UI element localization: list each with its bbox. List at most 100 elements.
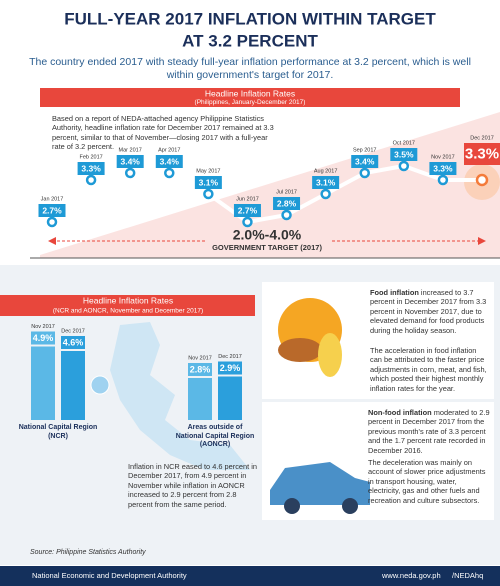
value-label: 3.4% — [355, 156, 375, 166]
value-box — [155, 155, 183, 168]
target-backdrop — [205, 229, 330, 253]
point — [85, 174, 97, 186]
value-label: 3.1% — [199, 177, 219, 187]
value-label: 3.4% — [120, 156, 140, 166]
category-label: Feb 2017 — [79, 154, 102, 160]
chart-title: Headline Inflation Rates — [83, 295, 173, 305]
banner — [0, 295, 255, 316]
ncr-marker — [90, 375, 110, 395]
point — [359, 167, 370, 179]
point — [124, 167, 136, 179]
footer-social: /NEDAhq — [452, 571, 483, 580]
map — [110, 322, 250, 470]
value-box — [233, 204, 261, 217]
category-label: National Capital Region (NCR) — [18, 424, 98, 440]
nonfood-detail: The deceleration was mainly on account o… — [368, 458, 486, 505]
category-label: Apr 2017 — [158, 147, 180, 153]
value-box — [218, 361, 242, 375]
value-label: 3.5% — [394, 149, 414, 159]
series-label: Nov 2017 — [188, 355, 212, 361]
chart-subtitle: (Philippines, January-December 2017) — [195, 99, 306, 106]
target-label: GOVERNMENT TARGET (2017) — [212, 243, 322, 252]
line — [50, 163, 482, 225]
title-line: FULL-YEAR 2017 INFLATION WITHIN TARGET — [64, 9, 436, 28]
point — [320, 188, 331, 200]
footer-website: www.neda.gov.ph — [381, 571, 441, 580]
point — [437, 174, 449, 186]
chart-note: Based on a report of NEDA-attached agenc… — [52, 114, 274, 152]
category-label: Jul 2017 — [276, 189, 297, 195]
point — [203, 188, 214, 200]
value-box — [429, 162, 457, 175]
category-label: Areas outside of National Capital Region… — [175, 424, 255, 448]
point — [475, 173, 489, 187]
category-label: Oct 2017 — [393, 140, 415, 146]
arrow — [48, 237, 56, 245]
food-detail: The acceleration in food inflation can b… — [370, 346, 487, 393]
nonfood-lead: Non-food inflation — [368, 408, 432, 417]
value-box — [390, 148, 418, 161]
value-box — [312, 176, 340, 189]
value-box — [194, 176, 222, 189]
series-label: Dec 2017 — [218, 354, 242, 360]
value-box — [273, 197, 301, 210]
chart-title: Headline Inflation Rates — [205, 88, 295, 98]
series-label: Nov 2017 — [31, 324, 55, 330]
bar — [218, 376, 242, 420]
value-box — [77, 162, 105, 175]
nonfood-body: moderated to 2.9 percent in December 201… — [368, 408, 490, 455]
value-label: 2.9% — [220, 363, 241, 373]
value-box — [464, 143, 500, 165]
value-label: 3.4% — [160, 156, 180, 166]
food-icon — [278, 338, 322, 362]
car-icon — [284, 498, 300, 514]
intro: The country ended 2017 with steady full-… — [29, 56, 471, 81]
value-label: 2.7% — [238, 205, 258, 215]
value-box — [116, 155, 144, 168]
footer-agency: National Economic and Development Author… — [32, 571, 187, 580]
banner — [40, 88, 460, 107]
food-text: Food inflation increased to 3.7 percent … — [370, 288, 490, 335]
category-label: Jan 2017 — [41, 196, 64, 202]
value-box — [61, 336, 85, 349]
point — [164, 167, 175, 179]
food-icon — [318, 333, 342, 377]
category-label: Sep 2017 — [353, 147, 377, 153]
value-label: 3.3% — [433, 163, 453, 173]
value-label: 3.3% — [81, 163, 101, 173]
value-box — [188, 363, 212, 376]
bar — [188, 378, 212, 420]
value-label: 3.3% — [465, 145, 499, 162]
car-icon — [270, 462, 370, 505]
value-label: 3.1% — [316, 177, 336, 187]
chart-subtitle: (NCR and AONCR, November and December 20… — [53, 308, 203, 315]
food-body: increased to 3.7 percent in December 201… — [370, 288, 487, 335]
value-box — [351, 155, 379, 168]
source: Source: Philippine Statistics Authority — [30, 549, 146, 556]
category-label: Aug 2017 — [314, 168, 338, 174]
category-label: Dec 2017 — [470, 135, 494, 141]
category-label: Nov 2017 — [431, 154, 455, 160]
value-box — [38, 204, 66, 217]
point — [242, 216, 253, 228]
point — [398, 160, 410, 172]
point — [281, 209, 292, 221]
nonfood-text: Non-food inflation moderated to 2.9 perc… — [368, 408, 490, 455]
food-lead: Food inflation — [370, 288, 419, 297]
value-label: 2.8% — [190, 364, 211, 374]
footer — [0, 566, 500, 586]
value-label: 2.7% — [42, 205, 62, 215]
car-icon — [342, 498, 358, 514]
bar — [61, 351, 85, 420]
title-line: AT 3.2 PERCENT — [182, 31, 318, 50]
category-label: Mar 2017 — [119, 147, 142, 153]
value-label: 4.6% — [63, 337, 84, 347]
bar — [31, 346, 55, 420]
arrow — [478, 237, 486, 245]
value-label: 2.8% — [277, 198, 297, 208]
series-label: Dec 2017 — [61, 328, 85, 334]
category-label: May 2017 — [196, 168, 220, 174]
point — [46, 216, 58, 228]
